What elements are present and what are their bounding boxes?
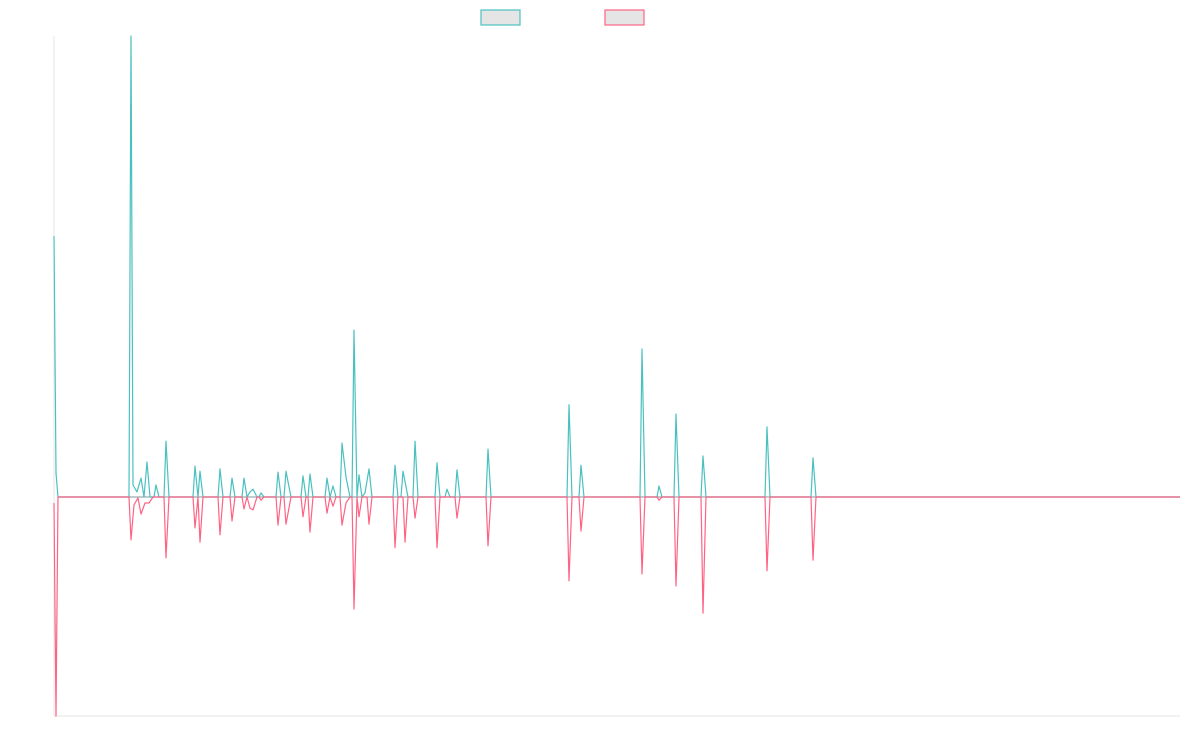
legend-swatch-0[interactable]	[480, 9, 521, 26]
series-group	[53, 35, 1180, 717]
legend-swatch-1[interactable]	[604, 9, 645, 26]
series-line-0	[53, 35, 1180, 498]
series-line-1	[53, 496, 1180, 717]
legend	[480, 9, 645, 26]
